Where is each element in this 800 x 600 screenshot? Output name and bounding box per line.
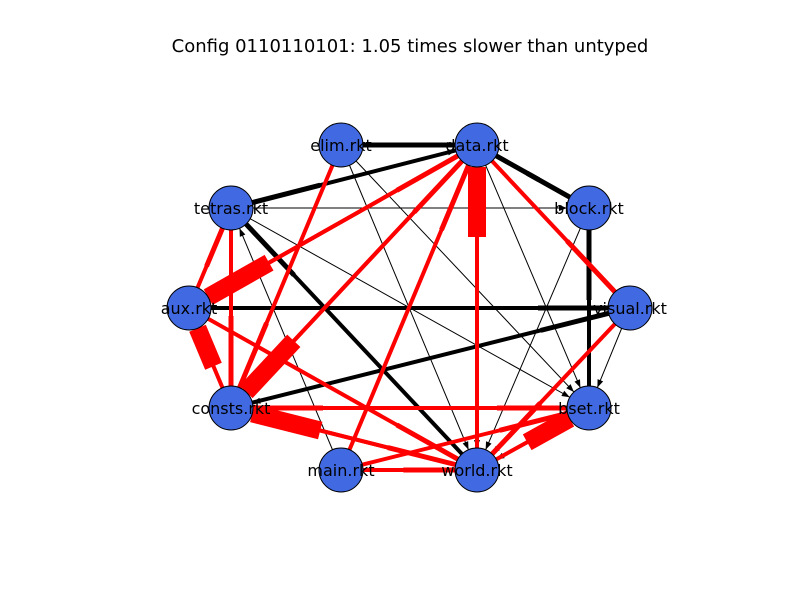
node-elim: elim.rkt: [310, 122, 372, 168]
node-world: world.rkt: [441, 447, 513, 493]
edge-heavy-segment: [565, 239, 617, 294]
nodes-layer: elim.rkt data.rkt block.rkt visual.rkt bset.…: [161, 122, 667, 493]
node-main: main.rkt: [307, 447, 375, 493]
edge-arrowhead: [485, 441, 492, 450]
node-label: visual.rkt: [593, 299, 667, 318]
edge-heavy-segment: [203, 254, 274, 305]
node-circle: [166, 285, 212, 331]
edge-heavy-segment: [522, 410, 575, 451]
edge-arrowhead: [462, 441, 469, 450]
edge-data-tetras: [230, 143, 478, 210]
edge-data-visual: [475, 143, 632, 310]
node-circle: [454, 122, 500, 168]
node-visual: visual.rkt: [593, 285, 667, 331]
edge-arrowhead: [597, 379, 604, 388]
edge-data-aux: [188, 143, 478, 310]
edge-heavy-segment: [237, 322, 269, 389]
node-label: bset.rkt: [558, 399, 620, 418]
edge-heavy-segment: [540, 310, 610, 333]
edge-world-consts: [230, 404, 478, 472]
node-circle: [566, 385, 612, 431]
edge-line: [340, 144, 590, 409]
node-label: elim.rkt: [310, 136, 372, 155]
edge-arrowhead: [559, 205, 567, 211]
edge-world-tetras: [229, 206, 479, 472]
node-label: aux.rkt: [161, 299, 218, 318]
edge-arrowhead: [574, 379, 581, 388]
edge-heavy-segment: [250, 404, 323, 440]
edge-line: [476, 207, 590, 471]
edge-elim-consts: [229, 144, 343, 409]
edge-arrowhead: [239, 228, 246, 237]
edge-heavy-segment: [526, 171, 572, 200]
edge-block-world: [476, 207, 590, 471]
node-data: data.rkt: [445, 122, 509, 168]
node-label: tetras.rkt: [194, 199, 268, 218]
node-consts: consts.rkt: [192, 385, 271, 431]
node-label: block.rkt: [554, 199, 624, 218]
node-circle: [318, 122, 364, 168]
edge-arrowhead: [561, 390, 570, 398]
node-label: world.rkt: [441, 461, 512, 480]
edge-consts-visual: [230, 306, 631, 410]
node-bset: bset.rkt: [558, 385, 620, 431]
node-circle: [208, 185, 254, 231]
edge-visual-world: [475, 306, 632, 472]
edge-tetras-block: [231, 205, 589, 211]
edge-data-consts: [229, 143, 479, 410]
edge-heavy-segment: [244, 222, 296, 277]
edge-arrowhead: [566, 384, 574, 392]
node-label: consts.rkt: [192, 399, 271, 418]
node-circle: [208, 385, 254, 431]
edge-line: [476, 144, 590, 409]
node-label: data.rkt: [445, 136, 508, 155]
graph-title: Config 0110110101: 1.05 times slower tha…: [172, 36, 649, 57]
edge-heavy-segment: [395, 422, 460, 462]
edge-heavy-segment: [204, 227, 225, 268]
edge-heavy-segment: [189, 324, 222, 370]
edge-elim-bset: [340, 144, 590, 409]
edge-heavy-segment: [239, 334, 301, 399]
edges-layer: [187, 142, 632, 473]
edge-aux-world: [188, 306, 478, 472]
node-circle: [454, 447, 500, 493]
node-tetras: tetras.rkt: [194, 185, 268, 231]
edge-data-bset: [476, 144, 590, 409]
node-circle: [607, 285, 653, 331]
edge-main-data: [339, 144, 479, 471]
node-label: main.rkt: [307, 461, 374, 480]
edge-heavy-segment: [439, 164, 471, 231]
edge-heavy-segment: [490, 401, 542, 456]
node-circle: [318, 447, 364, 493]
node-aux: aux.rkt: [161, 285, 218, 331]
edge-heavy-segment: [251, 182, 321, 205]
node-block: block.rkt: [554, 185, 624, 231]
node-circle: [566, 185, 612, 231]
